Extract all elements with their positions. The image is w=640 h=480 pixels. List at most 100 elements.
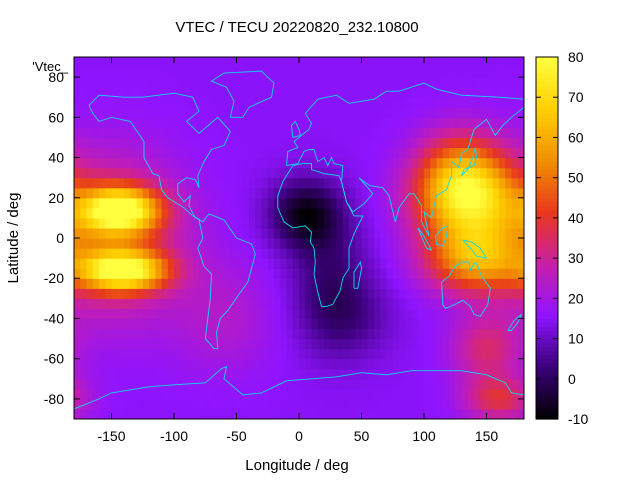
heatmap-cell [399, 258, 406, 269]
heatmap-cell [455, 227, 463, 239]
heatmap-cell [336, 57, 344, 68]
colorbar-segment [536, 242, 558, 247]
heatmap-cell [355, 268, 363, 279]
heatmap-cell [117, 197, 125, 209]
heatmap-cell [161, 177, 169, 189]
heatmap-cell [386, 57, 394, 68]
heatmap-cell [492, 97, 500, 108]
heatmap-cell [261, 318, 269, 330]
heatmap-cell [180, 288, 188, 299]
heatmap-cell [249, 87, 256, 98]
heatmap-cell [317, 328, 325, 340]
heatmap-cell [280, 318, 288, 330]
heatmap-cell [492, 308, 500, 320]
heatmap-cell [230, 368, 238, 380]
heatmap-cell [136, 197, 144, 209]
heatmap-cell [492, 77, 500, 88]
heatmap-cell [155, 157, 163, 169]
heatmap-cell [499, 197, 506, 209]
heatmap-cell [374, 127, 381, 139]
heatmap-cell [261, 328, 269, 340]
heatmap-cell [136, 358, 144, 370]
heatmap-cell [474, 177, 481, 189]
heatmap-cell [467, 288, 475, 299]
heatmap-cell [305, 107, 313, 118]
heatmap-cell [486, 197, 494, 209]
heatmap-cell [392, 227, 400, 239]
colorbar-segment [536, 342, 558, 348]
heatmap-cell [117, 117, 125, 128]
heatmap-cell [399, 358, 406, 370]
heatmap-cell [424, 388, 431, 400]
colorbar-segment [536, 394, 558, 400]
heatmap-cell [267, 348, 275, 360]
colorbar-segment [536, 125, 558, 130]
heatmap-cell [324, 77, 331, 88]
heatmap-cell [274, 187, 281, 199]
heatmap-cell [480, 127, 488, 139]
heatmap-cell [236, 97, 244, 108]
heatmap-cell [142, 268, 150, 279]
heatmap-cell [324, 177, 331, 189]
heatmap-cell [280, 217, 288, 229]
heatmap-cell [174, 87, 181, 98]
heatmap-cell [492, 157, 500, 169]
heatmap-cell [249, 308, 256, 320]
heatmap-cell [436, 87, 444, 98]
heatmap-cell [436, 278, 444, 289]
heatmap-cell [136, 77, 144, 88]
heatmap-cell [292, 248, 300, 259]
heatmap-cell [199, 77, 206, 88]
heatmap-cell [386, 107, 394, 118]
heatmap-cell [292, 398, 300, 410]
heatmap-cell [117, 348, 125, 360]
heatmap-cell [180, 197, 188, 209]
heatmap-cell [261, 97, 269, 108]
heatmap-cell [186, 117, 194, 128]
heatmap-cell [342, 57, 350, 68]
heatmap-cell [349, 358, 356, 370]
heatmap-cell [392, 157, 400, 169]
heatmap-cell [492, 137, 500, 149]
heatmap-cell [499, 298, 506, 309]
heatmap-cell [180, 87, 188, 98]
heatmap-cell [80, 87, 88, 98]
heatmap-cell [317, 67, 325, 78]
heatmap-cell [142, 97, 150, 108]
heatmap-cell [449, 368, 456, 380]
heatmap-cell [305, 167, 313, 179]
heatmap-cell [217, 398, 225, 410]
heatmap-cell [311, 288, 319, 299]
heatmap-cell [336, 67, 344, 78]
heatmap-cell [224, 278, 231, 289]
heatmap-cell [467, 57, 475, 68]
heatmap-cell [174, 268, 181, 279]
heatmap-cell [242, 348, 250, 360]
heatmap-cell [280, 288, 288, 299]
heatmap-cell [99, 328, 106, 340]
heatmap-cell [199, 238, 206, 249]
heatmap-cell [505, 328, 513, 340]
colorbar-segment [536, 298, 558, 303]
heatmap-cell [167, 187, 175, 199]
heatmap-cell [442, 308, 450, 320]
heatmap-cell [517, 338, 524, 350]
heatmap-cell [205, 127, 213, 139]
heatmap-cell [517, 217, 524, 229]
heatmap-cell [174, 348, 181, 360]
heatmap-cell [417, 318, 425, 330]
heatmap-cell [117, 248, 125, 259]
heatmap-cell [149, 258, 156, 269]
heatmap-cell [436, 368, 444, 380]
heatmap-cell [105, 217, 113, 229]
heatmap-cell [242, 368, 250, 380]
heatmap-cell [486, 57, 494, 68]
heatmap-cell [349, 258, 356, 269]
coastline-japan [461, 147, 477, 177]
heatmap-cell [167, 137, 175, 149]
heatmap-cell [117, 67, 125, 78]
heatmap-cell [274, 348, 281, 360]
heatmap-cell [230, 318, 238, 330]
heatmap-cell [386, 87, 394, 98]
heatmap-cell [211, 318, 219, 330]
